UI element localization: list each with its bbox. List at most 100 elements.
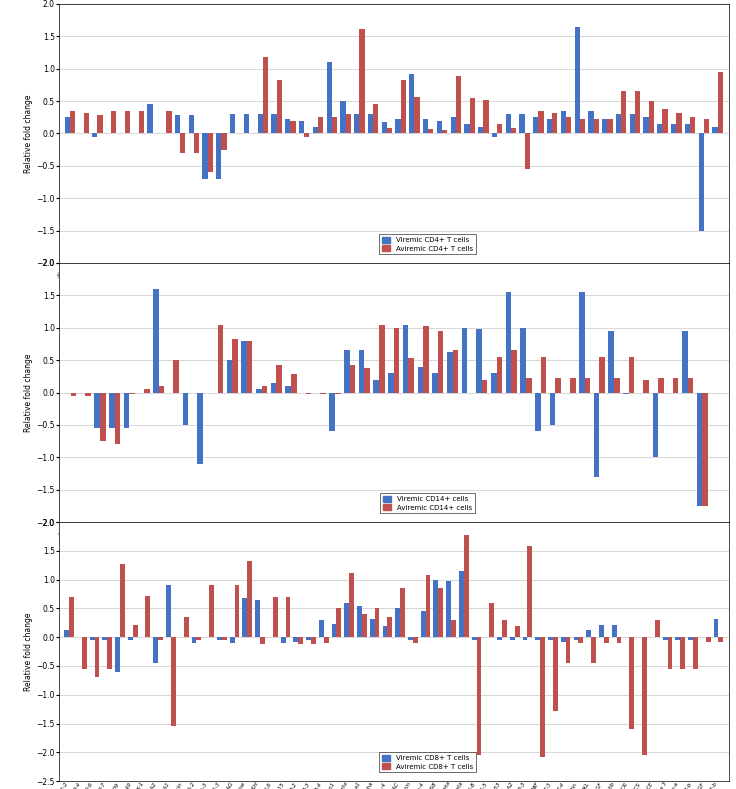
Bar — [158, 638, 163, 640]
Bar — [395, 119, 400, 133]
Bar — [230, 638, 235, 643]
Bar — [373, 104, 378, 133]
Bar — [535, 392, 541, 432]
Bar — [607, 119, 612, 133]
Bar — [616, 114, 621, 133]
Bar — [680, 638, 685, 669]
Bar — [417, 367, 423, 392]
Bar — [714, 619, 718, 638]
Bar — [82, 638, 87, 669]
Bar — [90, 638, 94, 640]
Bar — [255, 600, 260, 638]
Bar — [609, 331, 614, 392]
Bar — [425, 575, 431, 638]
Bar — [359, 350, 364, 392]
Bar — [594, 119, 599, 133]
Bar — [256, 389, 261, 392]
Bar — [332, 118, 337, 133]
Bar — [166, 110, 171, 133]
Bar — [97, 115, 103, 133]
Bar — [71, 392, 77, 396]
Bar — [291, 121, 296, 133]
Bar — [682, 331, 687, 392]
Bar — [484, 99, 489, 133]
Bar — [451, 620, 456, 638]
Bar — [180, 133, 185, 153]
Bar — [394, 327, 400, 392]
Bar — [526, 378, 531, 392]
Bar — [65, 118, 70, 133]
Bar — [286, 386, 291, 392]
Bar — [655, 620, 659, 638]
Bar — [241, 341, 247, 392]
Bar — [286, 597, 291, 638]
Bar — [153, 289, 159, 392]
Bar — [242, 598, 247, 638]
Bar — [299, 121, 304, 133]
Bar — [291, 375, 297, 392]
Bar — [588, 110, 594, 133]
Bar — [489, 603, 494, 638]
Bar — [520, 114, 525, 133]
Bar — [684, 125, 690, 133]
Bar — [373, 380, 379, 392]
Bar — [85, 392, 91, 396]
Bar — [298, 638, 303, 644]
Bar — [712, 127, 718, 133]
Bar — [318, 118, 323, 133]
Bar — [349, 573, 354, 638]
Bar — [566, 118, 571, 133]
Legend: Viremic CD4+ T cells, Aviremic CD4+ T cells: Viremic CD4+ T cells, Aviremic CD4+ T ce… — [379, 234, 475, 254]
Bar — [139, 110, 144, 133]
Bar — [450, 117, 456, 133]
Bar — [115, 392, 120, 444]
Bar — [244, 114, 249, 133]
Bar — [599, 357, 605, 392]
Bar — [125, 110, 130, 133]
Bar — [621, 92, 626, 133]
Bar — [434, 580, 439, 638]
Bar — [693, 638, 698, 669]
Bar — [92, 133, 97, 136]
Bar — [604, 638, 609, 643]
Bar — [580, 119, 585, 133]
Bar — [191, 638, 197, 643]
Bar — [109, 392, 115, 428]
Bar — [421, 611, 425, 638]
Bar — [671, 125, 676, 133]
Bar — [209, 585, 214, 638]
Bar — [561, 110, 566, 133]
Bar — [364, 368, 370, 392]
Bar — [115, 638, 120, 671]
Bar — [423, 119, 428, 133]
Bar — [497, 357, 502, 392]
Bar — [395, 608, 400, 638]
Bar — [359, 28, 364, 133]
Bar — [648, 101, 654, 133]
Bar — [630, 114, 635, 133]
Bar — [130, 392, 135, 394]
Bar — [673, 378, 679, 392]
Bar — [107, 638, 112, 669]
Bar — [102, 638, 107, 640]
Bar — [276, 365, 282, 392]
Bar — [208, 133, 213, 172]
Bar — [525, 133, 530, 169]
Bar — [561, 638, 566, 641]
Bar — [336, 608, 342, 638]
Bar — [84, 113, 89, 133]
Bar — [696, 392, 702, 506]
Bar — [375, 608, 380, 638]
Bar — [387, 617, 392, 638]
Bar — [414, 97, 420, 133]
Bar — [556, 378, 561, 392]
Bar — [676, 113, 682, 133]
Bar — [464, 124, 470, 133]
Bar — [698, 133, 704, 230]
Bar — [94, 392, 100, 428]
Bar — [409, 74, 414, 133]
Bar — [217, 638, 222, 640]
Bar — [340, 101, 345, 133]
Bar — [120, 563, 125, 638]
Bar — [132, 625, 138, 638]
